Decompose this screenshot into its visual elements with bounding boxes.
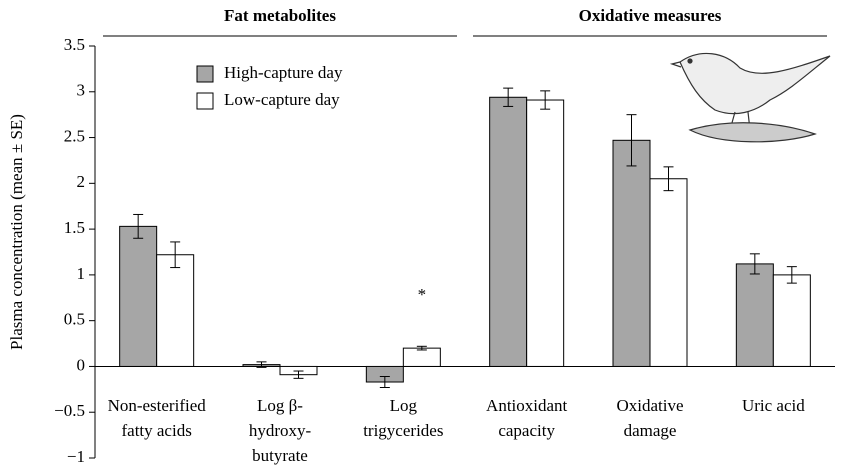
chart: Plasma concentration (mean ± SE) −1 −0.5 0…	[0, 0, 845, 473]
y-tick-label: 1	[77, 264, 86, 283]
bar	[157, 255, 194, 367]
y-tick-label: 2.5	[64, 126, 85, 145]
y-tick-label: 3	[77, 81, 86, 100]
y-tick-label: 3.5	[64, 35, 85, 54]
x-tick-label: Log	[390, 396, 418, 415]
y-tick-label: 0.5	[64, 310, 85, 329]
legend-swatch	[197, 66, 213, 82]
y-tick-label: 0	[77, 355, 86, 374]
bar	[736, 264, 773, 367]
annotation: *	[418, 285, 427, 304]
bar	[650, 179, 687, 367]
bar	[490, 97, 527, 366]
x-tick-label: trigycerides	[363, 421, 443, 440]
bar	[613, 140, 650, 366]
x-tick-label: fatty acids	[121, 421, 191, 440]
x-tick-label: Log β-	[257, 396, 303, 415]
y-tick-label: −1	[67, 447, 85, 466]
x-tick-label: Oxidative	[616, 396, 683, 415]
bar	[120, 226, 157, 366]
bar	[773, 275, 810, 367]
x-tick-label: damage	[624, 421, 677, 440]
x-tick-label: hydroxy-	[249, 421, 312, 440]
y-tick-label: 1.5	[64, 218, 85, 237]
y-tick-label: −0.5	[54, 401, 85, 420]
bar	[403, 348, 440, 366]
group-label: Fat metabolites	[224, 6, 336, 25]
x-tick-label: Uric acid	[742, 396, 805, 415]
bar	[527, 100, 564, 366]
x-tick-label: Antioxidant	[486, 396, 567, 415]
group-label: Oxidative measures	[579, 6, 722, 25]
legend-swatch	[197, 93, 213, 109]
y-axis-label: Plasma concentration (mean ± SE)	[7, 114, 26, 350]
x-tick-label: Non-esterified	[108, 396, 207, 415]
bird-illustration	[672, 53, 830, 141]
x-tick-label: butyrate	[252, 446, 308, 465]
x-tick-label: capacity	[498, 421, 555, 440]
legend-label: High-capture day	[224, 63, 343, 82]
y-tick-label: 2	[77, 172, 86, 191]
legend-label: Low-capture day	[224, 90, 340, 109]
